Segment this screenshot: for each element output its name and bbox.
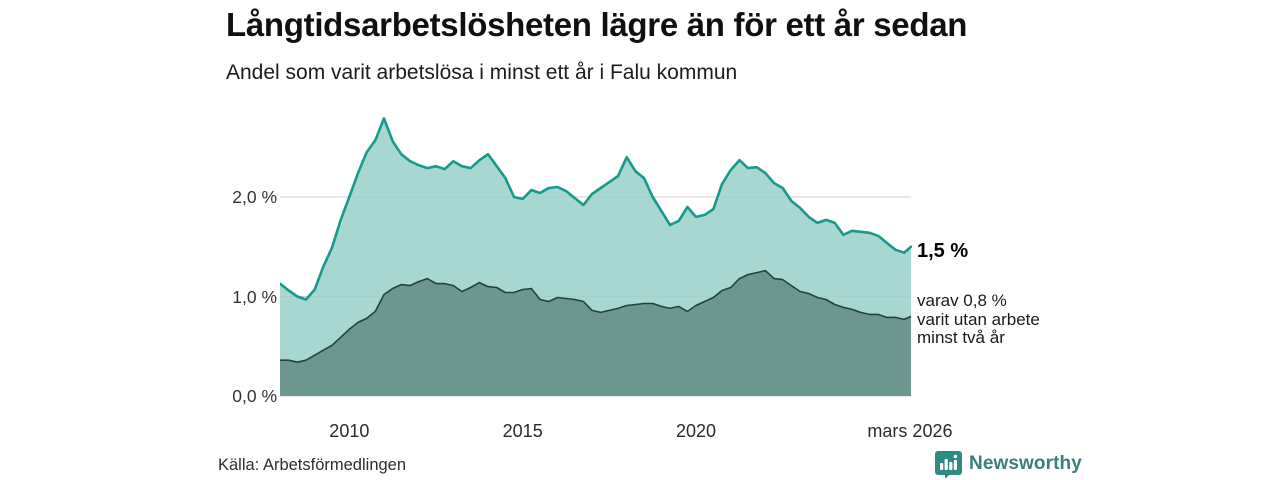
- latest-value-label: 1,5 %: [917, 240, 969, 262]
- x-axis-label: 2010: [329, 421, 370, 441]
- latest-breakdown-label: varav 0,8 % varit utan arbete minst två …: [917, 291, 1040, 347]
- two-plus-years-line: [280, 269, 912, 363]
- page-title: Långtidsarbetslösheten lägre än för ett …: [226, 6, 968, 43]
- x-axis-label: 2015: [502, 421, 543, 441]
- x-axis-label: mars 2026: [867, 421, 953, 441]
- total-line: [280, 117, 912, 301]
- page-subtitle: Andel som varit arbetslösa i minst ett å…: [226, 61, 738, 84]
- bar-chart-speech-bubble-icon: [935, 451, 962, 478]
- source-label: Källa: Arbetsförmedlingen: [218, 456, 407, 474]
- x-axis-label: 2020: [676, 421, 717, 441]
- area-chart: [280, 117, 912, 397]
- two-plus-years-area: [280, 270, 911, 396]
- y-axis-label: 2,0 %: [232, 187, 277, 207]
- y-axis-label: 0,0 %: [232, 386, 277, 406]
- newsworthy-wordmark: Newsworthy: [969, 453, 1082, 474]
- newsworthy-logo: Newsworthy: [935, 450, 1082, 478]
- y-axis-label: 1,0 %: [232, 286, 277, 307]
